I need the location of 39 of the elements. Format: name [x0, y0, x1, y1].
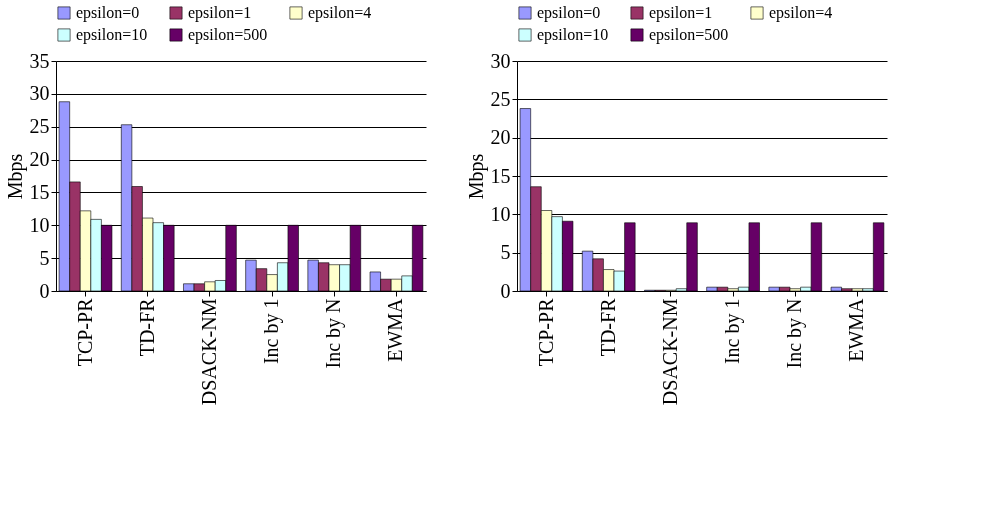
legend-label: epsilon=1: [649, 4, 713, 22]
y-tick-label: 25: [29, 115, 50, 138]
y-tick-label: 10: [490, 202, 511, 225]
y-tick-label: 0: [500, 279, 511, 302]
x-tick-label: DSACK-NM: [658, 298, 681, 406]
y-tick-label: 20: [29, 148, 50, 171]
legend-label: epsilon=0: [537, 4, 601, 22]
y-tick-label: 15: [490, 164, 511, 187]
legend-label: epsilon=500: [649, 26, 729, 44]
x-tick-label: Inc by 1: [260, 298, 284, 365]
legend-label: epsilon=1: [188, 4, 252, 22]
x-tick-label: DSACK-NM: [197, 298, 220, 406]
x-tick-label: EWMA: [384, 297, 407, 362]
x-tick-label: TD-FR: [596, 297, 619, 357]
legend-label: epsilon=0: [76, 4, 140, 22]
y-tick-label: 25: [490, 87, 511, 110]
x-tick-label: TD-FR: [135, 297, 158, 357]
x-tick-label: Inc by 1: [721, 298, 745, 365]
legend-label: epsilon=4: [769, 4, 833, 22]
y-tick-label: 35: [29, 49, 50, 72]
x-tick-label: EWMA: [845, 297, 868, 362]
legend-label: epsilon=500: [188, 26, 268, 44]
x-tick-label: TCP-PR: [73, 297, 96, 367]
legend-label: epsilon=10: [537, 26, 609, 44]
y-axis-title: Mbps: [464, 153, 488, 200]
y-tick-label: 30: [29, 82, 50, 105]
y-tick-label: 30: [490, 49, 511, 72]
x-tick-label: Inc by N: [783, 298, 807, 369]
y-tick-label: 10: [29, 213, 50, 236]
y-tick-label: 0: [39, 279, 50, 302]
y-tick-label: 5: [39, 246, 50, 269]
y-tick-label: 5: [500, 241, 511, 264]
y-tick-label: 20: [490, 126, 511, 149]
y-axis-title: Mbps: [3, 153, 27, 200]
y-tick-label: 15: [29, 180, 50, 203]
legend-label: epsilon=4: [308, 4, 372, 22]
legend-label: epsilon=10: [76, 26, 148, 44]
x-tick-label: Inc by N: [322, 298, 346, 369]
x-tick-label: TCP-PR: [534, 297, 557, 367]
